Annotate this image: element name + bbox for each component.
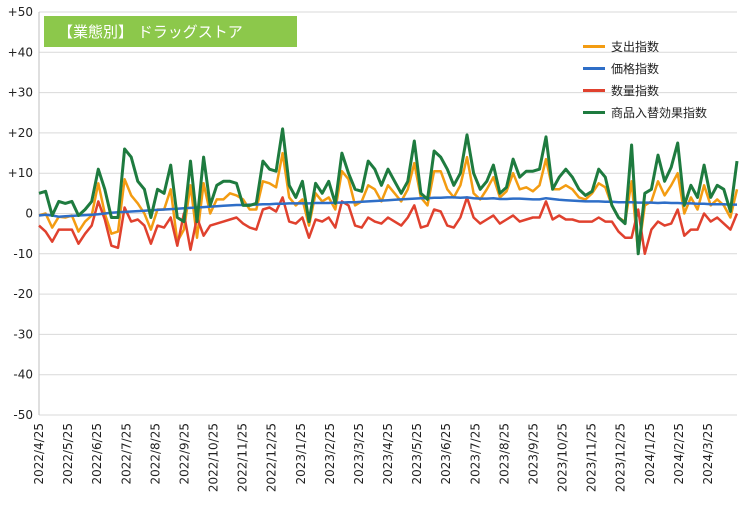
x-tick-label: 2022/4/25 <box>32 423 46 485</box>
legend-item: 価格指数 <box>583 57 707 79</box>
x-tick-label: 2022/11/25 <box>236 423 250 492</box>
x-tick-label: 2023/10/25 <box>556 423 570 492</box>
y-tick-label: +10 <box>8 166 33 180</box>
chart-title: 【業態別】 ドラッグストア <box>44 16 297 47</box>
legend: 支出指数価格指数数量指数商品入替効果指数 <box>583 35 707 123</box>
x-tick-label: 2024/2/25 <box>672 423 686 485</box>
y-tick-label: -30 <box>13 327 33 341</box>
y-tick-label: +50 <box>8 5 33 19</box>
legend-label: 数量指数 <box>611 83 660 98</box>
legend-swatch <box>583 66 605 70</box>
x-tick-label: 2022/5/25 <box>61 423 75 485</box>
y-tick-label: 0 <box>25 207 33 221</box>
legend-item: 支出指数 <box>583 35 707 57</box>
x-axis-ticks: 2022/4/25 2022/5/25 2022/6/25 2022/7/25 2022… <box>32 423 715 492</box>
x-tick-label: 2022/8/25 <box>148 423 162 485</box>
legend-label: 商品入替効果指数 <box>611 105 708 120</box>
y-tick-label: -40 <box>13 368 33 382</box>
legend-item: 数量指数 <box>583 79 707 101</box>
x-tick-label: 2023/1/25 <box>294 423 308 485</box>
x-tick-label: 2024/1/25 <box>643 423 657 485</box>
series-line-2 <box>38 196 737 218</box>
x-tick-label: 2022/12/25 <box>265 423 279 492</box>
x-tick-label: 2023/7/25 <box>468 423 482 485</box>
series-line-3 <box>38 196 739 256</box>
series-lines <box>38 127 739 256</box>
legend-label: 支出指数 <box>611 39 660 54</box>
legend-item: 商品入替効果指数 <box>583 101 707 123</box>
legend-swatch <box>583 110 605 114</box>
x-tick-label: 2023/6/25 <box>439 423 453 485</box>
y-tick-label: -20 <box>13 287 33 301</box>
y-tick-label: +30 <box>8 86 33 100</box>
y-axis-ticks: +50 +40 +30 +20 +10 0 -10 -20 -30 -40 -50 <box>8 5 33 422</box>
x-tick-label: 2023/5/25 <box>410 423 424 485</box>
y-tick-label: +40 <box>8 45 33 59</box>
y-tick-label: +20 <box>8 126 33 140</box>
x-tick-label: 2023/12/25 <box>614 423 628 492</box>
legend-swatch <box>583 44 605 48</box>
x-tick-label: 2023/3/25 <box>352 423 366 485</box>
series-line-4 <box>38 127 739 256</box>
x-tick-label: 2022/7/25 <box>119 423 133 485</box>
y-tick-label: -10 <box>13 247 33 261</box>
x-tick-label: 2022/6/25 <box>90 423 104 485</box>
x-tick-label: 2022/9/25 <box>177 423 191 485</box>
x-tick-label: 2024/3/25 <box>701 423 715 485</box>
legend-label: 価格指数 <box>611 61 660 76</box>
x-tick-label: 2023/9/25 <box>526 423 540 485</box>
y-tick-label: -50 <box>13 408 33 422</box>
x-tick-label: 2023/4/25 <box>381 423 395 485</box>
x-tick-label: 2023/2/25 <box>323 423 337 485</box>
x-tick-label: 2023/11/25 <box>585 423 599 492</box>
legend-swatch <box>583 88 605 92</box>
x-tick-label: 2022/10/25 <box>207 423 221 492</box>
x-tick-label: 2023/8/25 <box>497 423 511 485</box>
